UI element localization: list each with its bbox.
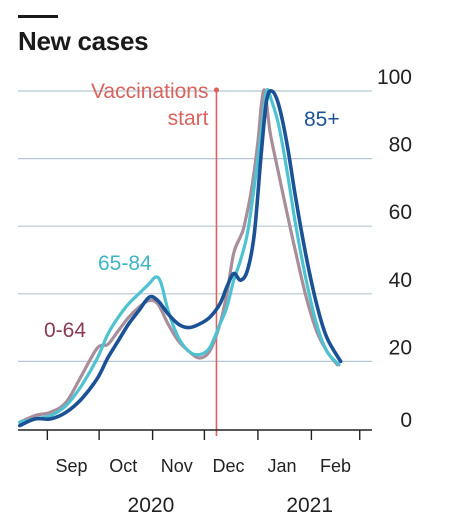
annotation-layer xyxy=(213,87,220,436)
text-labels: 0 20 40 60 80 100 Vaccinations start 0-64 65-84 85… xyxy=(44,66,412,517)
series-label-0-64: 0-64 xyxy=(44,319,86,342)
y-tick-label: 60 xyxy=(389,201,412,224)
x-tick-label: Dec xyxy=(213,456,245,476)
annotation-dot xyxy=(213,87,220,93)
x-tick-label: Sep xyxy=(55,456,87,476)
annotation-label: Vaccinations xyxy=(91,80,209,103)
x-tick-label: Feb xyxy=(320,456,351,476)
x-year-label: 2021 xyxy=(286,494,333,517)
series-lines xyxy=(17,88,343,428)
series-label-85+: 85+ xyxy=(304,108,340,131)
x-tick-label: Nov xyxy=(161,456,193,476)
annotation-label: start xyxy=(168,107,209,130)
title-rule xyxy=(18,15,58,18)
x-axis xyxy=(18,429,372,440)
y-tick-label: 0 xyxy=(400,409,412,432)
y-tick-label: 80 xyxy=(389,134,412,157)
chart-title: New cases xyxy=(18,26,149,56)
x-tick-label: Jan xyxy=(268,456,297,476)
y-tick-label: 20 xyxy=(389,336,412,359)
series-line-85+ xyxy=(17,89,343,428)
x-year-label: 2020 xyxy=(128,494,175,517)
y-tick-label: 100 xyxy=(377,66,412,89)
series-line-65-84 xyxy=(18,88,341,424)
series-line-0-64 xyxy=(18,88,339,424)
series-label-65-84: 65-84 xyxy=(98,252,152,275)
x-tick-label: Oct xyxy=(109,456,137,476)
y-tick-label: 40 xyxy=(389,269,412,292)
